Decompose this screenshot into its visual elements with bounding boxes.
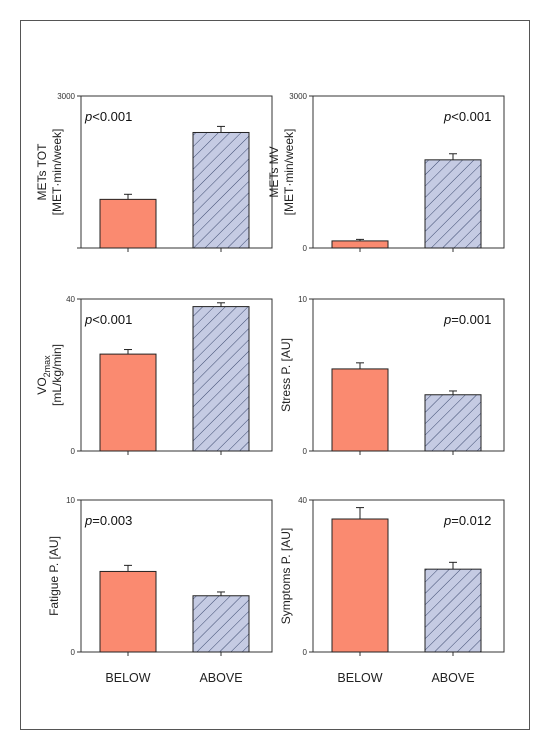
bar-below (331, 368, 389, 452)
chart-panel: 0 40 p<0.001 VO2max[mL/kg/min] (35, 295, 273, 456)
p-value-annotation: p=0.003 (84, 513, 132, 528)
chart-panel: 0 10 p=0.001 Stress P. [AU] (279, 295, 505, 456)
y-tick-label: 0 (303, 648, 308, 657)
plot-box (312, 499, 505, 653)
plot-box (80, 95, 273, 249)
y-axis-label: VO2max (35, 355, 52, 395)
y-axis-label: METs TOT (35, 143, 49, 201)
y-axis-label: Stress P. [AU] (279, 338, 293, 412)
p-value-annotation: p<0.001 (443, 109, 491, 124)
bar-above (192, 595, 250, 653)
bar-below (99, 198, 157, 249)
y-axis-label: Symptoms P. [AU] (279, 528, 293, 624)
chart-panel: 3000 p<0.001 METs TOT [MET·min/week] (35, 92, 273, 252)
bar-above (192, 306, 250, 452)
p-value-annotation: p=0.001 (443, 312, 491, 327)
y-tick-label: 0 (303, 447, 308, 456)
y-tick-label: 0 (71, 648, 76, 657)
bar-above (424, 394, 482, 452)
plot-box (80, 298, 273, 452)
x-category-label: BELOW (105, 671, 150, 685)
y-tick-label: 10 (298, 295, 307, 304)
plot-box (312, 298, 505, 452)
y-axis-unit: [MET·min/week] (50, 129, 64, 216)
bar-below (331, 518, 389, 653)
category-labels: BELOW ABOVE BELOW ABOVE (105, 671, 474, 685)
y-tick-label: 3000 (289, 92, 307, 101)
bar-above (424, 568, 482, 653)
bar-below (331, 240, 389, 249)
p-value-annotation: p<0.001 (84, 312, 132, 327)
bar-above (424, 159, 482, 249)
plot-box (80, 499, 273, 653)
figure-frame (20, 20, 530, 730)
bar-below (99, 353, 157, 452)
x-category-label: ABOVE (431, 671, 474, 685)
x-category-label: ABOVE (199, 671, 242, 685)
y-axis-unit: [mL/kg/min] (50, 344, 64, 406)
y-tick-label: 10 (66, 496, 75, 505)
chart-panel: 0 10 p=0.003 Fatigue P. [AU] (47, 496, 273, 657)
bar-below (99, 570, 157, 653)
y-tick-label: 0 (71, 447, 76, 456)
p-value-annotation: p<0.001 (84, 109, 132, 124)
plot-box (312, 95, 505, 249)
chart-panel: 0 40 p=0.012 Symptoms P. [AU] (279, 496, 505, 657)
bar-above (192, 131, 250, 249)
y-tick-label: 0 (303, 244, 308, 253)
y-tick-label: 40 (298, 496, 307, 505)
y-tick-label: 40 (66, 295, 75, 304)
y-axis-label: METs MV (267, 146, 281, 197)
x-category-label: BELOW (337, 671, 382, 685)
chart-panel: 0 3000 p<0.001 METs MV [MET·min/week] (267, 92, 505, 253)
y-axis-unit: [MET·min/week] (282, 129, 296, 216)
y-tick-label: 3000 (57, 92, 75, 101)
p-value-annotation: p=0.012 (443, 513, 491, 528)
y-axis-label: Fatigue P. [AU] (47, 536, 61, 616)
